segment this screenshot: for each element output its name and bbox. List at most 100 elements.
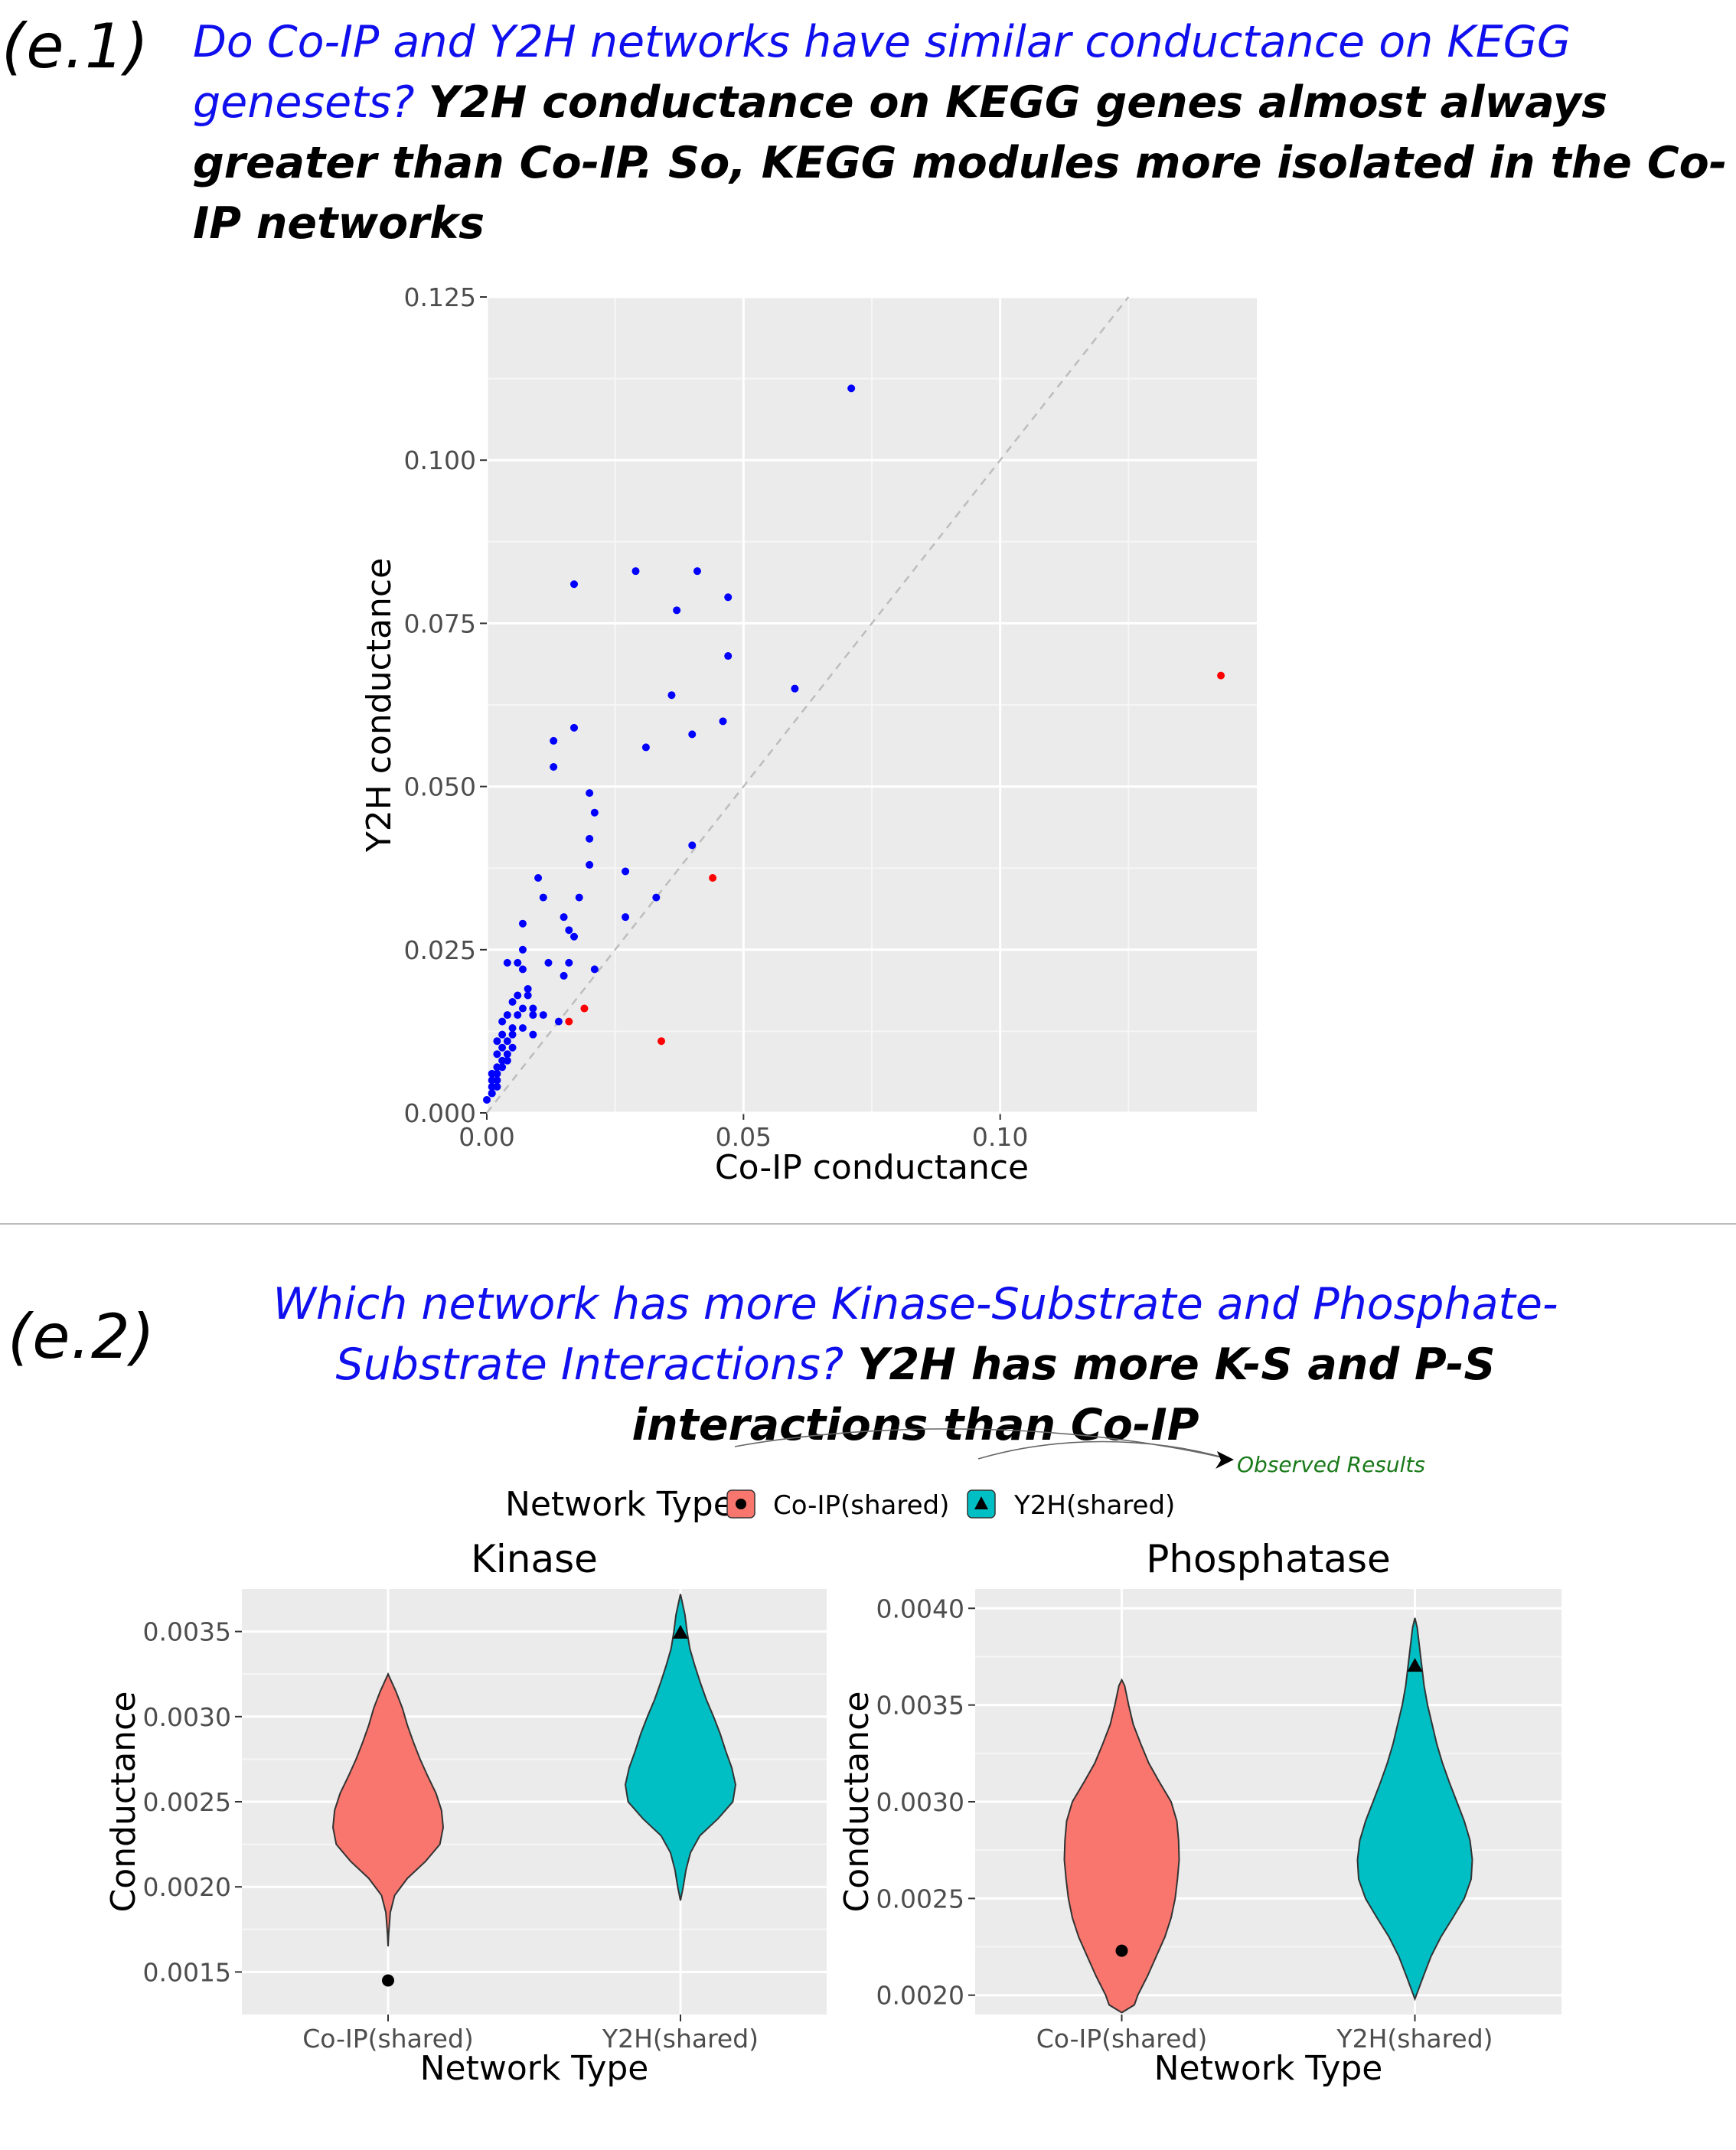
- scatter-point: [493, 1050, 501, 1059]
- scatter-y-tick-label: 0.025: [404, 935, 476, 965]
- violin-panel-title: Kinase: [471, 1537, 598, 1581]
- violin-y-tick-label: 0.0025: [143, 1787, 231, 1817]
- scatter-point: [498, 1030, 507, 1039]
- scatter-point: [641, 743, 650, 752]
- scatter-point: [631, 567, 640, 576]
- scatter-point: [508, 1043, 517, 1052]
- legend-label-coip: Co-IP(shared): [773, 1490, 949, 1521]
- violin-y-tick-label: 0.0030: [876, 1787, 964, 1817]
- violin-shape: [331, 1672, 445, 1947]
- scatter-point: [493, 1082, 501, 1091]
- violin-x-axis-title: Network Type: [1154, 2049, 1383, 2088]
- scatter-point: [508, 998, 517, 1006]
- scatter-point: [524, 991, 532, 1000]
- scatter-x-tick-label: 0.10: [972, 1122, 1028, 1152]
- scatter-point: [586, 834, 594, 843]
- violin-y-tick-label: 0.0035: [143, 1617, 231, 1647]
- panel-label-e1: (e.1): [2, 11, 149, 82]
- scatter-point: [524, 984, 532, 993]
- scatter-point: [498, 1063, 507, 1072]
- scatter-point: [590, 808, 599, 817]
- violin-y-tick-label: 0.0030: [143, 1702, 231, 1732]
- scatter-point: [529, 1011, 537, 1020]
- scatter-point: [560, 913, 568, 922]
- scatter-y-tick-label: 0.075: [404, 608, 476, 638]
- scatter-point: [590, 965, 599, 974]
- scatter-point: [565, 1017, 573, 1026]
- scatter-point: [550, 736, 558, 745]
- scatter-point: [847, 384, 856, 393]
- e2-question: Which network has more Kinase-Substrate …: [272, 1279, 1558, 1390]
- scatter-point: [518, 919, 527, 928]
- scatter-point: [673, 606, 681, 615]
- scatter-point: [652, 893, 661, 902]
- violin-y-tick-label: 0.0015: [143, 1957, 231, 1987]
- scatter-point: [503, 1011, 511, 1020]
- annotation-arrowhead: [1216, 1451, 1234, 1469]
- violin-y-axis-title: Conductance: [104, 1692, 143, 1913]
- scatter-point: [724, 652, 733, 661]
- violin-x-tick-label: Y2H(shared): [602, 2024, 759, 2054]
- legend-label-y2h: Y2H(shared): [1013, 1490, 1175, 1521]
- scatter-point: [529, 1030, 537, 1039]
- scatter-y-tick-label: 0.125: [404, 282, 476, 312]
- violin-y-tick-label: 0.0025: [876, 1884, 964, 1913]
- e1-question: Do Co-IP and Y2H networks have similar c…: [193, 17, 1571, 128]
- scatter-point: [570, 723, 579, 732]
- scatter-point: [688, 730, 697, 739]
- panel-label-e2: (e.2): [8, 1301, 155, 1372]
- scatter-point: [1217, 671, 1225, 680]
- scatter-point: [488, 1076, 496, 1085]
- scatter-point: [493, 1037, 501, 1046]
- violin-observed-point: [382, 1974, 394, 1987]
- scatter-point: [503, 958, 511, 967]
- scatter-point: [498, 1043, 507, 1052]
- scatter-point: [565, 958, 573, 967]
- scatter-point: [518, 965, 527, 974]
- scatter-point: [622, 867, 630, 876]
- violin-shape: [624, 1594, 737, 1901]
- scatter-point: [508, 1024, 517, 1033]
- legend-marker-coip: [736, 1499, 746, 1509]
- scatter-point: [724, 593, 733, 602]
- violin-y-tick-label: 0.0035: [876, 1691, 964, 1721]
- scatter-point: [503, 1056, 511, 1065]
- scatter-point: [529, 1004, 537, 1013]
- scatter-point: [518, 1024, 527, 1033]
- scatter-point: [518, 1004, 527, 1013]
- scatter-point: [539, 893, 547, 902]
- legend-title: Network Type: [505, 1485, 734, 1524]
- legend-marker-y2h: [974, 1496, 988, 1509]
- scatter-point: [709, 873, 717, 882]
- violin-y-tick-label: 0.0020: [876, 1981, 964, 2011]
- violin-shape: [1356, 1617, 1473, 2002]
- scatter-point: [488, 1089, 496, 1098]
- scatter-point: [498, 1017, 507, 1026]
- scatter-point: [791, 684, 799, 693]
- scatter-point: [503, 1037, 511, 1046]
- annotation-arrow-right: [977, 1440, 1229, 1460]
- violin-panel-title: Phosphatase: [1146, 1537, 1391, 1581]
- violin-y-axis-title: Conductance: [837, 1692, 876, 1913]
- scatter-point: [550, 763, 558, 772]
- scatter-x-tick-label: 0.00: [458, 1122, 514, 1152]
- scatter-point: [586, 860, 594, 869]
- scatter-x-tick-label: 0.05: [716, 1122, 772, 1152]
- scatter-point: [622, 913, 630, 922]
- scatter-point: [575, 893, 583, 902]
- scatter-y-tick-label: 0.050: [404, 772, 476, 802]
- scatter-point: [483, 1095, 491, 1104]
- scatter-point: [658, 1037, 666, 1046]
- violin-observed-point: [1115, 1944, 1128, 1957]
- violin-shape: [1063, 1678, 1180, 2014]
- scatter-point: [488, 1069, 496, 1078]
- e1-answer: Y2H conductance on KEGG genes almost alw…: [193, 77, 1728, 249]
- e1-heading: Do Co-IP and Y2H networks have similar c…: [193, 12, 1731, 254]
- scatter-point: [580, 1004, 589, 1013]
- scatter-y-tick-label: 0.100: [404, 445, 476, 475]
- violin-y-tick-label: 0.0040: [876, 1594, 964, 1623]
- scatter-point: [518, 945, 527, 954]
- section-divider: [0, 1223, 1736, 1225]
- scatter-chart: 0.00 0.05 0.10 0.000 0.025 0.050 0.075 0.100 0.1…: [360, 282, 1257, 1187]
- scatter-point: [667, 691, 676, 700]
